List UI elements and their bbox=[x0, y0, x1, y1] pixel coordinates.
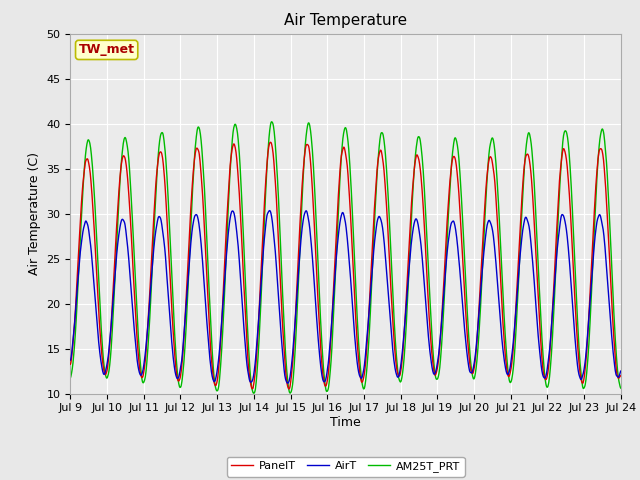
AM25T_PRT bbox=[132, 278, 140, 284]
Title: Air Temperature: Air Temperature bbox=[284, 13, 407, 28]
AirT bbox=[301, 210, 308, 216]
PanelT bbox=[301, 152, 308, 157]
AM25T_PRT bbox=[301, 150, 308, 156]
PanelT bbox=[285, 386, 292, 392]
PanelT bbox=[109, 290, 117, 296]
Line: AirT: AirT bbox=[70, 211, 621, 383]
Line: PanelT: PanelT bbox=[70, 142, 621, 389]
AM25T_PRT bbox=[617, 385, 625, 391]
AirT bbox=[322, 376, 330, 382]
AM25T_PRT bbox=[381, 140, 388, 146]
AM25T_PRT bbox=[250, 390, 257, 396]
Line: AM25T_PRT: AM25T_PRT bbox=[70, 122, 621, 393]
AirT bbox=[617, 368, 625, 374]
AM25T_PRT bbox=[322, 387, 330, 393]
PanelT bbox=[132, 308, 140, 313]
AirT bbox=[132, 339, 140, 345]
X-axis label: Time: Time bbox=[330, 416, 361, 429]
PanelT bbox=[617, 373, 625, 379]
AirT bbox=[67, 357, 74, 363]
AirT bbox=[381, 241, 388, 247]
AirT bbox=[284, 380, 292, 386]
PanelT bbox=[381, 171, 388, 177]
Text: TW_met: TW_met bbox=[79, 43, 134, 56]
AirT bbox=[266, 208, 274, 214]
PanelT bbox=[322, 383, 330, 389]
AM25T_PRT bbox=[67, 375, 74, 381]
Y-axis label: Air Temperature (C): Air Temperature (C) bbox=[28, 152, 41, 275]
PanelT bbox=[67, 361, 74, 367]
PanelT bbox=[267, 139, 275, 145]
PanelT bbox=[312, 257, 320, 263]
Legend: PanelT, AirT, AM25T_PRT: PanelT, AirT, AM25T_PRT bbox=[227, 457, 465, 477]
AirT bbox=[312, 307, 320, 312]
AM25T_PRT bbox=[109, 314, 117, 320]
AirT bbox=[109, 298, 117, 303]
AM25T_PRT bbox=[312, 216, 320, 221]
AM25T_PRT bbox=[268, 119, 275, 125]
